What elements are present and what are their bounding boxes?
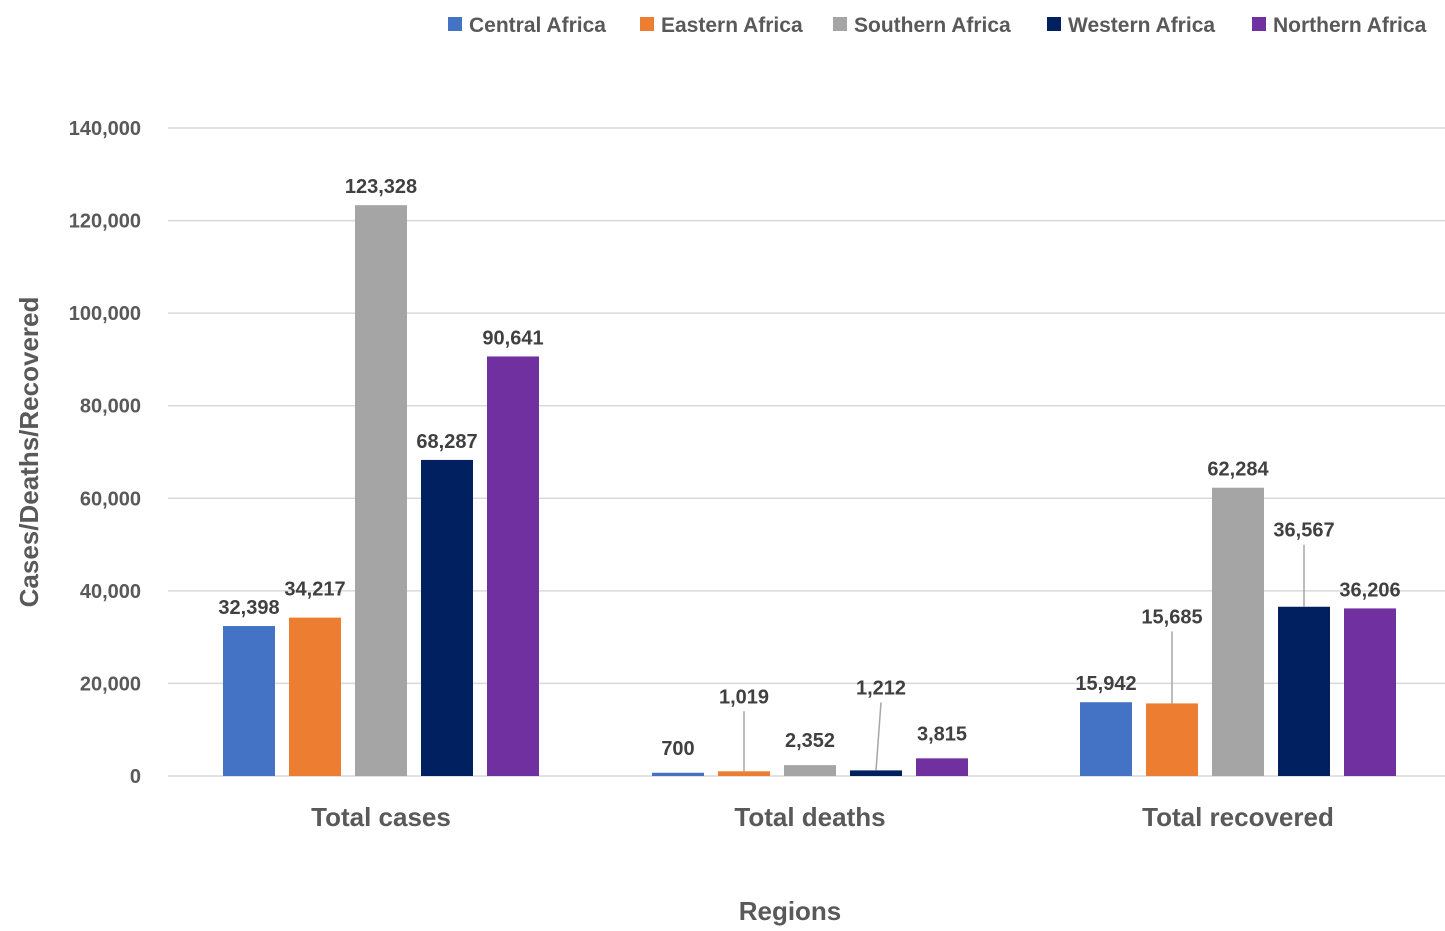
y-tick-label: 40,000: [80, 581, 141, 603]
bar: [850, 770, 902, 776]
x-category-label: Total recovered: [1142, 802, 1334, 832]
bar: [916, 758, 968, 776]
y-tick-label: 80,000: [80, 396, 141, 418]
legend-label: Western Africa: [1068, 14, 1215, 37]
y-tick-label: 20,000: [80, 673, 141, 695]
bar: [784, 765, 836, 776]
data-label: 15,685: [1141, 606, 1202, 628]
data-label: 700: [661, 738, 694, 760]
data-label: 36,206: [1339, 579, 1400, 601]
y-tick-label: 60,000: [80, 488, 141, 510]
data-label: 90,641: [482, 327, 543, 349]
legend-swatch: [640, 17, 654, 31]
y-tick-label: 140,000: [69, 118, 141, 140]
bar: [1212, 487, 1264, 776]
legend-label: Eastern Africa: [661, 14, 803, 37]
bar: [421, 459, 473, 776]
bars: [223, 205, 1396, 776]
data-labels: 32,398 700 15,942 34,217 1,019 15,685 123,328 2…: [218, 176, 1400, 760]
data-label: 68,287: [416, 431, 477, 453]
data-label: 2,352: [785, 730, 835, 752]
bar: [289, 617, 341, 776]
legend-item: Southern Africa: [833, 14, 1011, 37]
data-label: 34,217: [284, 579, 345, 601]
x-axis-title: Regions: [739, 896, 842, 926]
legend-label: Central Africa: [469, 14, 606, 37]
bar: [718, 771, 770, 776]
bar: [1278, 606, 1330, 776]
data-label: 1,212: [856, 677, 906, 699]
y-axis-ticks: 0 20,000 40,000 60,000 80,000 100,000 120,000 1…: [69, 118, 141, 788]
legend-item: Western Africa: [1047, 14, 1215, 37]
data-label: 123,328: [345, 176, 417, 198]
data-label: 1,019: [719, 686, 769, 708]
label-leader-line: [875, 702, 882, 771]
bar: [1080, 702, 1132, 776]
bar: [1146, 703, 1198, 776]
data-label: 62,284: [1207, 459, 1269, 481]
y-tick-label: 0: [130, 766, 141, 788]
bar: [355, 205, 407, 776]
x-axis-categories: Total cases Total deaths Total recovered: [311, 802, 1334, 832]
bar: [487, 356, 539, 776]
data-label: 36,567: [1273, 520, 1334, 542]
legend-swatch: [1047, 17, 1061, 31]
bar: [1344, 608, 1396, 776]
legend-item: Northern Africa: [1252, 14, 1427, 37]
bar: [652, 772, 704, 776]
bar: [223, 626, 275, 776]
legend-label: Northern Africa: [1273, 14, 1427, 37]
data-label: 3,815: [917, 723, 967, 745]
data-label: 15,942: [1075, 673, 1136, 695]
x-category-label: Total cases: [311, 802, 451, 832]
legend: Central Africa Eastern Africa Southern Afr…: [448, 14, 1427, 37]
legend-swatch: [833, 17, 847, 31]
legend-swatch: [1252, 17, 1266, 31]
legend-swatch: [448, 17, 462, 31]
legend-item: Central Africa: [448, 14, 606, 37]
y-axis-title: Cases/Deaths/Recovered: [14, 297, 44, 608]
y-tick-label: 120,000: [69, 211, 141, 233]
x-category-label: Total deaths: [734, 802, 885, 832]
legend-label: Southern Africa: [854, 14, 1011, 37]
legend-item: Eastern Africa: [640, 14, 803, 37]
data-label: 32,398: [218, 597, 279, 619]
label-leader-lines: [743, 544, 1305, 772]
y-tick-label: 100,000: [69, 303, 141, 325]
